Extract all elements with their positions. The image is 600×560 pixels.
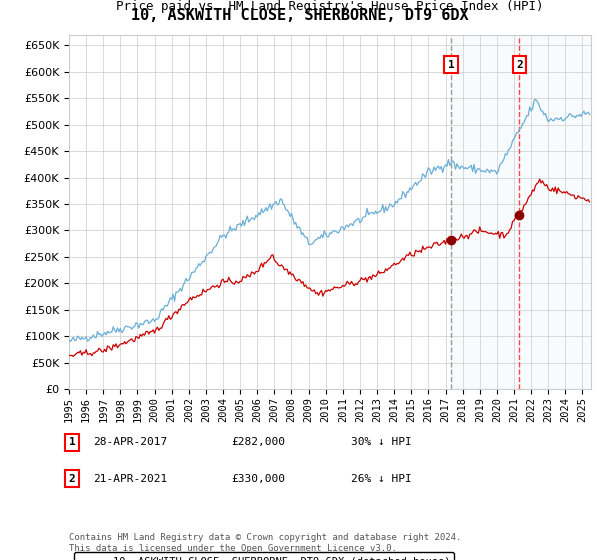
Text: 10, ASKWITH CLOSE, SHERBORNE, DT9 6DX: 10, ASKWITH CLOSE, SHERBORNE, DT9 6DX bbox=[131, 8, 469, 24]
Text: 21-APR-2021: 21-APR-2021 bbox=[93, 474, 167, 484]
Text: 28-APR-2017: 28-APR-2017 bbox=[93, 437, 167, 447]
Text: 30% ↓ HPI: 30% ↓ HPI bbox=[351, 437, 412, 447]
Title: Price paid vs. HM Land Registry's House Price Index (HPI): Price paid vs. HM Land Registry's House … bbox=[116, 0, 544, 13]
Text: 1: 1 bbox=[448, 60, 454, 70]
Text: 2: 2 bbox=[516, 60, 523, 70]
Legend: 10, ASKWITH CLOSE, SHERBORNE, DT9 6DX (detached house), HPI: Average price, deta: 10, ASKWITH CLOSE, SHERBORNE, DT9 6DX (d… bbox=[74, 552, 454, 560]
Text: 2: 2 bbox=[68, 474, 76, 484]
Text: £330,000: £330,000 bbox=[231, 474, 285, 484]
Text: £282,000: £282,000 bbox=[231, 437, 285, 447]
Text: Contains HM Land Registry data © Crown copyright and database right 2024.
This d: Contains HM Land Registry data © Crown c… bbox=[69, 533, 461, 553]
Text: 1: 1 bbox=[68, 437, 76, 447]
Bar bbox=[451, 35, 591, 389]
Text: 26% ↓ HPI: 26% ↓ HPI bbox=[351, 474, 412, 484]
